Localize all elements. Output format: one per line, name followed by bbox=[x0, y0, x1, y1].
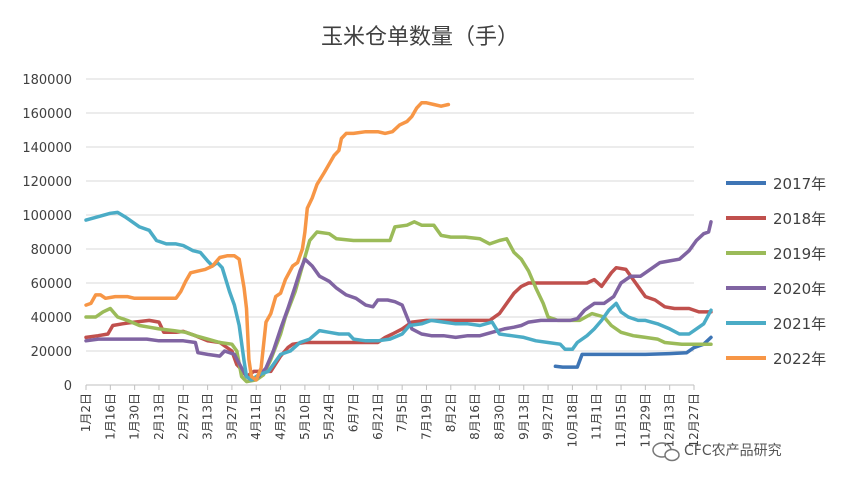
x-tick-label: 11月1日 bbox=[590, 393, 604, 440]
legend-label: 2019年 bbox=[773, 245, 826, 263]
watermark: CFC农产品研究 bbox=[652, 442, 782, 462]
x-tick-label: 3月27日 bbox=[225, 393, 239, 440]
series-lines bbox=[84, 101, 713, 384]
series-line bbox=[84, 220, 713, 382]
legend-label: 2022年 bbox=[773, 350, 826, 368]
legend-label: 2021年 bbox=[773, 315, 826, 333]
x-tick-label: 4月11日 bbox=[249, 393, 263, 440]
y-axis: 0 20000 40000 60000 80000 100000 120000 140000 1… bbox=[22, 73, 72, 394]
x-tick-label: 4月25日 bbox=[274, 393, 288, 440]
x-tick-label: 6月7日 bbox=[347, 393, 361, 432]
x-tick-label: 8月30日 bbox=[492, 393, 506, 440]
x-tick-label: 12月27日 bbox=[687, 393, 701, 448]
x-tick-label: 5月10日 bbox=[298, 393, 312, 440]
series-line bbox=[84, 265, 713, 379]
x-tick-label: 2月27日 bbox=[176, 393, 190, 440]
x-tick-label: 11月15日 bbox=[614, 393, 628, 448]
watermark-text: CFC农产品研究 bbox=[684, 443, 782, 459]
series-line bbox=[84, 220, 713, 384]
legend-label: 2017年 bbox=[773, 175, 826, 193]
series-line bbox=[84, 210, 713, 382]
x-tick-label: 1月16日 bbox=[103, 393, 117, 440]
legend-label: 2018年 bbox=[773, 210, 826, 228]
x-tick-label: 7月19日 bbox=[419, 393, 433, 440]
y-tick-label: 180000 bbox=[22, 73, 72, 88]
x-tick-label: 9月13日 bbox=[517, 393, 531, 440]
x-tick-label: 2月13日 bbox=[152, 393, 166, 440]
x-tick-label: 8月2日 bbox=[444, 393, 458, 432]
y-tick-label: 80000 bbox=[31, 243, 72, 258]
y-tick-label: 60000 bbox=[31, 277, 72, 292]
x-tick-label: 8月16日 bbox=[468, 393, 482, 440]
chart-title: 玉米仓单数量（手） bbox=[321, 25, 519, 50]
x-tick-label: 10月18日 bbox=[565, 393, 579, 448]
x-tick-label: 9月27日 bbox=[541, 393, 555, 440]
series-line bbox=[553, 335, 713, 369]
x-tick-label: 6月21日 bbox=[371, 393, 385, 440]
series-line bbox=[84, 101, 451, 382]
y-tick-label: 0 bbox=[64, 379, 72, 394]
x-tick-label: 12月13日 bbox=[663, 393, 677, 448]
y-tick-label: 120000 bbox=[22, 175, 72, 190]
x-tick-label: 5月24日 bbox=[322, 393, 336, 440]
x-axis: 1月2日 1月16日 1月30日 2月13日 2月27日 3月13日 3月27日 4月11日 4… bbox=[79, 384, 701, 448]
x-tick-label: 1月2日 bbox=[79, 393, 93, 432]
gridlines bbox=[86, 78, 694, 386]
y-tick-label: 160000 bbox=[22, 107, 72, 122]
y-tick-label: 100000 bbox=[22, 209, 72, 224]
legend-label: 2020年 bbox=[773, 280, 826, 298]
wechat-icon bbox=[652, 442, 680, 462]
y-tick-label: 140000 bbox=[22, 141, 72, 156]
legend: 2017年 2018年 2019年 2020年 2021年 2022年 bbox=[726, 175, 826, 368]
x-tick-label: 11月29日 bbox=[638, 393, 652, 448]
x-tick-label: 3月13日 bbox=[201, 393, 215, 440]
y-tick-label: 40000 bbox=[31, 311, 72, 326]
y-tick-label: 20000 bbox=[31, 345, 72, 360]
x-tick-label: 1月30日 bbox=[128, 393, 142, 440]
x-tick-label: 7月5日 bbox=[395, 393, 409, 432]
